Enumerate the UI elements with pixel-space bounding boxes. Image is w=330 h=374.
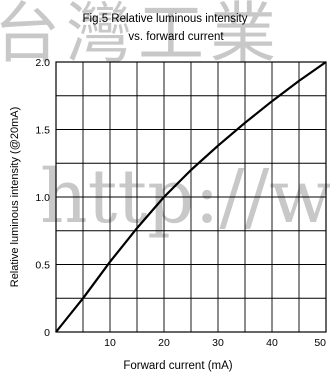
x-tick-label: 40 [266, 337, 278, 349]
x-tick-label: 20 [158, 337, 170, 349]
chart-title-line1: Fig.5 Relative luminous intensity [83, 13, 248, 25]
y-tick-label: 2.0 [35, 57, 50, 69]
y-tick-labels: 0 0.5 1.0 1.5 2.0 [35, 57, 50, 339]
x-tick-label: 50 [314, 337, 326, 349]
y-tick-label: 1.0 [35, 192, 50, 204]
grid [56, 62, 326, 332]
y-tick-label: 1.5 [35, 125, 50, 137]
series-line [55, 61, 327, 333]
x-tick-label: 30 [212, 337, 224, 349]
chart-title-line2: vs. forward current [128, 31, 224, 43]
x-axis-label: Forward current (mA) [123, 360, 232, 372]
y-axis-label: Relative luminous intensity (@20mA) [9, 107, 21, 288]
plot-frame [55, 61, 327, 333]
x-tick-label: 10 [104, 337, 116, 349]
watermark-line1: 台灣工業 [0, 0, 282, 72]
y-tick-label: 0.5 [35, 260, 50, 272]
x-tick-labels: 10 20 30 40 50 [104, 337, 326, 349]
y-tick-label: 0 [44, 327, 50, 339]
